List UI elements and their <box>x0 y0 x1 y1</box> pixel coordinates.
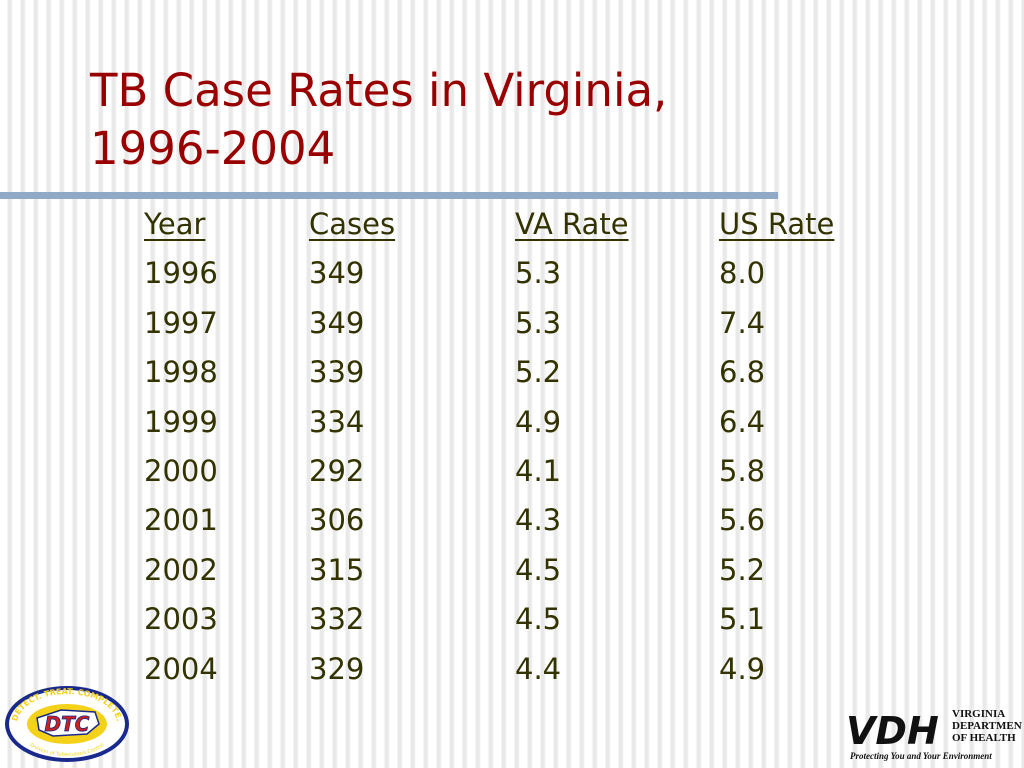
cell-va-rate: 4.9 <box>515 404 562 439</box>
cell-year: 2001 <box>144 503 218 538</box>
cell-cases: 339 <box>309 355 365 390</box>
cell-year: 2004 <box>144 651 218 686</box>
cell-cases: 349 <box>309 305 365 340</box>
vdh-logo: VDH VIRGINIA DEPARTMENT OF HEALTH Protec… <box>846 708 1022 761</box>
cell-va-rate: 5.3 <box>515 256 562 291</box>
cell-va-rate: 4.1 <box>515 453 562 488</box>
table-row: 2004 329 4.4 4.9 <box>144 648 859 697</box>
table-row: 1997 349 5.3 7.4 <box>144 302 859 351</box>
cell-va-rate: 4.3 <box>515 503 562 538</box>
cell-year: 2002 <box>144 552 218 587</box>
cell-cases: 332 <box>309 602 365 637</box>
vdh-mark: VDH <box>846 709 939 753</box>
cell-us-rate: 8.0 <box>719 256 766 291</box>
cell-us-rate: 4.9 <box>719 651 766 686</box>
table-row: 1998 339 5.2 6.8 <box>144 351 859 400</box>
cell-year: 2000 <box>144 453 218 488</box>
cell-va-rate: 5.2 <box>515 355 562 390</box>
cell-va-rate: 4.5 <box>515 552 562 587</box>
dtc-logo: DETECT. TREAT. COMPLETE. DTC Division of… <box>5 686 129 762</box>
header-cases: Cases <box>309 207 396 241</box>
cell-us-rate: 5.6 <box>719 503 766 538</box>
table-row: 2002 315 4.5 5.2 <box>144 549 859 598</box>
table-row: 2003 332 4.5 5.1 <box>144 598 859 647</box>
table-row: 1996 349 5.3 8.0 <box>144 252 859 301</box>
cell-year: 1998 <box>144 355 218 390</box>
cell-year: 2003 <box>144 602 218 637</box>
cell-va-rate: 4.5 <box>515 602 562 637</box>
cell-us-rate: 5.2 <box>719 552 766 587</box>
vdh-line-1: VIRGINIA <box>952 708 1005 720</box>
cell-us-rate: 5.8 <box>719 453 766 488</box>
cell-cases: 349 <box>309 256 365 291</box>
vdh-line-3: OF HEALTH <box>952 732 1016 744</box>
table-row: 2001 306 4.3 5.6 <box>144 499 859 548</box>
slide-title-line-2: 1996-2004 <box>90 122 336 175</box>
vdh-tagline: Protecting You and Your Environment <box>850 751 992 761</box>
cell-year: 1996 <box>144 256 218 291</box>
cell-year: 1997 <box>144 305 218 340</box>
header-va-rate: VA Rate <box>515 207 629 241</box>
cell-us-rate: 6.8 <box>719 355 766 390</box>
cell-year: 1999 <box>144 404 218 439</box>
cell-va-rate: 5.3 <box>515 305 562 340</box>
dtc-mark: DTC <box>45 712 90 736</box>
cell-cases: 334 <box>309 404 365 439</box>
table-header-row: Year Cases VA Rate US Rate <box>144 203 859 252</box>
data-table: Year Cases VA Rate US Rate 1996 349 5.3 … <box>144 203 859 697</box>
cell-us-rate: 7.4 <box>719 305 766 340</box>
cell-cases: 292 <box>309 453 365 488</box>
slide-title: TB Case Rates in Virginia, 1996-2004 <box>90 62 667 178</box>
cell-cases: 306 <box>309 503 365 538</box>
cell-cases: 315 <box>309 552 365 587</box>
cell-us-rate: 6.4 <box>719 404 766 439</box>
table-row: 2000 292 4.1 5.8 <box>144 450 859 499</box>
header-us-rate: US Rate <box>719 207 835 241</box>
virginia-map-icon <box>36 709 100 737</box>
vdh-line-2: DEPARTMENT <box>952 720 1022 732</box>
cell-us-rate: 5.1 <box>719 602 766 637</box>
cell-va-rate: 4.4 <box>515 651 562 686</box>
title-divider <box>0 192 778 199</box>
slide-title-line-1: TB Case Rates in Virginia, <box>90 64 668 117</box>
cell-cases: 329 <box>309 651 365 686</box>
header-year: Year <box>144 207 206 241</box>
table-row: 1999 334 4.9 6.4 <box>144 401 859 450</box>
